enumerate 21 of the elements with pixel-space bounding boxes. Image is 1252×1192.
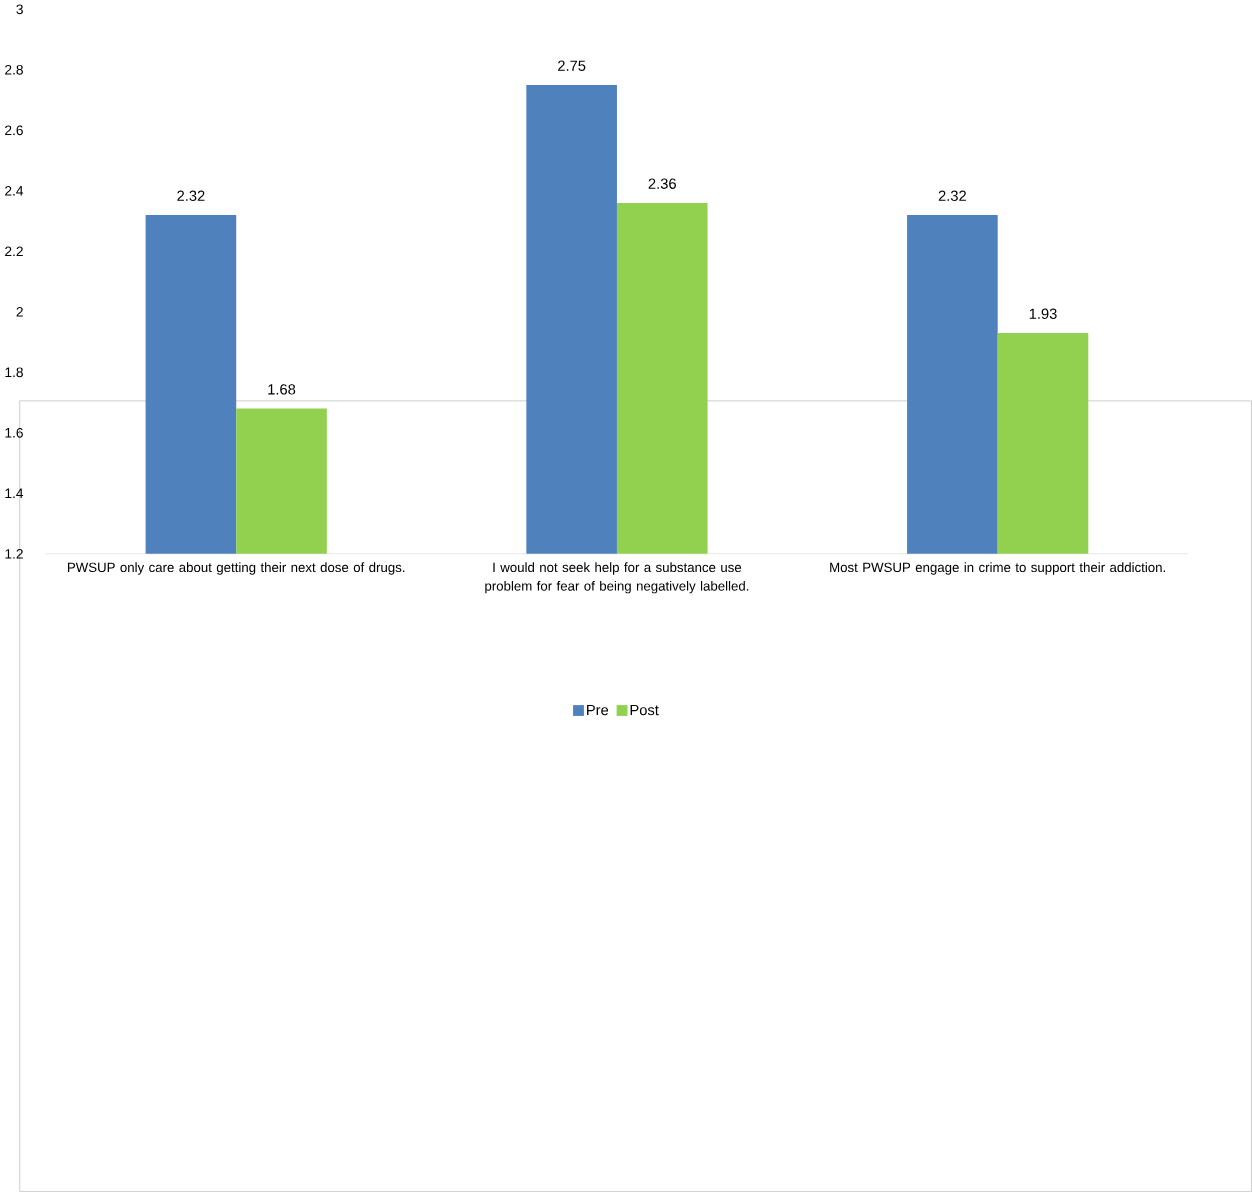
x-tick-label: Most PWSUP engage in crime to support their addiction.: [830, 562, 1165, 575]
data-label: 2.36: [648, 178, 676, 189]
y-tick-label: 1.4: [5, 488, 24, 498]
data-label: 2.75: [558, 60, 586, 71]
legend-label: Post: [630, 704, 659, 716]
data-label: 2.32: [177, 190, 205, 201]
y-tick-label: 2.2: [5, 246, 23, 257]
y-tick-label: 2.4: [5, 185, 24, 196]
y-tick-label: 2: [16, 306, 23, 317]
x-tick-label: PWSUP only care about getting their next dose of drugs.: [68, 562, 405, 575]
y-tick-label: 2.8: [5, 64, 23, 75]
data-label: 1.93: [1029, 308, 1057, 319]
y-tick-label: 2.6: [5, 125, 23, 136]
y-tick-label: 3: [16, 4, 23, 15]
y-tick-label: 1.8: [5, 367, 23, 378]
y-tick-label: 1.2: [5, 548, 23, 559]
data-label: 1.68: [268, 384, 296, 395]
y-tick-label: 1.6: [5, 427, 23, 438]
legend-label: Pre: [587, 704, 609, 716]
x-tick-label: I would not seek help for a substance use problem for fear of being negatively labelled.: [485, 562, 749, 594]
data-label: 2.32: [938, 190, 966, 201]
